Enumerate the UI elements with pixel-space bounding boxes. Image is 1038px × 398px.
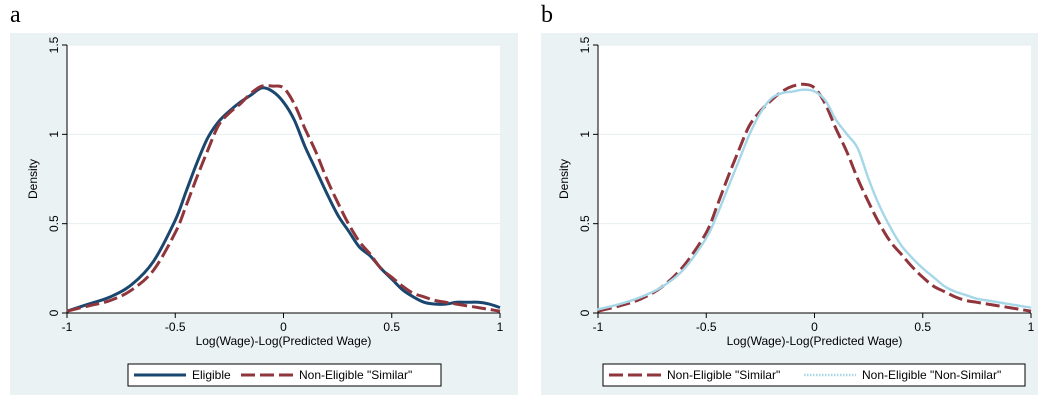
panel-a-chart: -1 -0.5 0 0.5 1 0 0.5 1 1.5 Log(Wage)-Log(Predict… [10,33,518,395]
panel-b-x-tick-label-4: 1 [1028,320,1035,334]
panel-b-y-axis-label: Density [557,159,571,199]
panel-b-plot-area [598,45,1031,313]
panel-a-series-line-1 [66,83,501,313]
panel-a-x-tick-label-4: 1 [497,320,504,334]
panel-b-legend-label-1: Non-Eligible "Non-Similar" [862,368,1001,382]
panel-a-legend: Eligible Non-Eligible "Similar" [127,363,442,387]
panel-a-series-line-0 [66,86,501,313]
panel-a-x-tick-label-1: -0.5 [165,320,186,334]
panel-b-y-tick-label-1: 0.5 [578,215,592,232]
panel-a-x-tick-label-2: 0 [280,320,287,334]
panel-b-x-axis-label: Log(Wage)-Log(Predicted Wage) [727,334,903,348]
panel-b-y-tick-label-3: 1.5 [578,36,592,53]
panel-a-y-tick-label-0: 0 [47,309,61,316]
panel-a-y-tick-label-1: 0.5 [47,215,61,232]
panel-a-y-tick-label-3: 1.5 [47,36,61,53]
panel-a-legend-label-1: Non-Eligible "Similar" [299,368,412,382]
panel-a-x-tick-label-0: -1 [62,320,73,334]
panel-b-x-tick-label-1: -0.5 [696,320,717,334]
panel-a-x-tick-label-3: 0.5 [383,320,400,334]
panel-a-x-axis-label: Log(Wage)-Log(Predicted Wage) [196,334,372,348]
panel-b-chart: -1 -0.5 0 0.5 1 0 0.5 1 1.5 Log(Wage)-Log(Predict… [541,33,1038,395]
panel-letter-b: b [541,2,553,28]
panel-b-y-tick-label-2: 1 [578,131,592,138]
panel-b-x-tick-label-3: 0.5 [914,320,931,334]
panel-b-legend: Non-Eligible "Similar" Non-Eligible "Non-… [602,363,1026,387]
panel-b-series-line-1 [596,88,1033,311]
panel-b-x-tick-label-0: -1 [593,320,604,334]
panel-a-y-axis-label: Density [26,159,40,199]
panel-b-legend-label-0: Non-Eligible "Similar" [667,368,780,382]
panel-b-y-tick-label-0: 0 [578,309,592,316]
panel-a-y-tick-label-2: 1 [47,131,61,138]
panel-b-x-tick-label-2: 0 [811,320,818,334]
panel-a-legend-label-0: Eligible [192,368,231,382]
panel-a-plot-area [67,45,500,313]
panel-letter-a: a [10,2,21,28]
